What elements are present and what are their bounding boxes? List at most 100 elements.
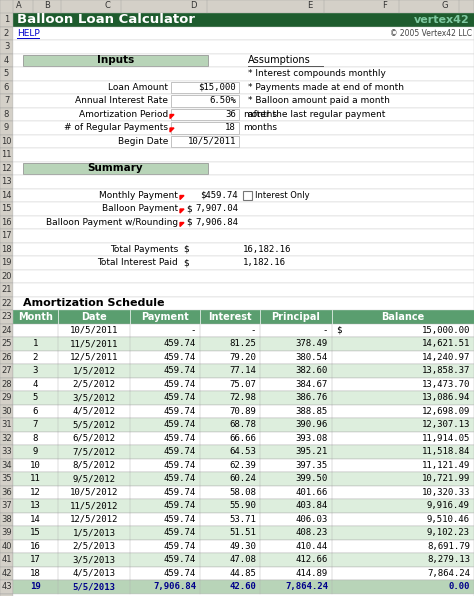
Text: 13,473.70: 13,473.70 (422, 380, 470, 389)
Text: 414.89: 414.89 (296, 569, 328, 578)
Text: 388.85: 388.85 (296, 406, 328, 416)
Bar (0, 445, 13, 458)
Text: 19: 19 (30, 582, 41, 591)
Text: Loan Amount: Loan Amount (108, 83, 168, 92)
Text: 13,086.94: 13,086.94 (422, 393, 470, 402)
Text: 79.20: 79.20 (229, 353, 256, 362)
Bar (0, 567, 13, 580)
Text: F: F (383, 1, 387, 10)
Text: 6: 6 (33, 406, 38, 416)
Text: 27: 27 (1, 367, 12, 375)
Text: © 2005 Vertex42 LLC: © 2005 Vertex42 LLC (390, 29, 472, 38)
Text: months: months (243, 110, 277, 119)
Text: 8: 8 (4, 110, 9, 119)
Text: Amortization Schedule: Amortization Schedule (23, 298, 164, 308)
Text: 13: 13 (30, 501, 41, 510)
Text: 9/5/2012: 9/5/2012 (73, 474, 116, 483)
Text: Total Interest Paid: Total Interest Paid (97, 258, 178, 267)
Bar (0, 486, 13, 499)
Bar (13, 337, 474, 350)
Text: 28: 28 (1, 380, 12, 389)
Text: 5: 5 (33, 393, 38, 402)
Text: Date: Date (81, 312, 107, 322)
Text: 37: 37 (1, 501, 12, 510)
Text: 11: 11 (1, 150, 12, 159)
Text: 16,182.16: 16,182.16 (243, 245, 292, 254)
Text: 18: 18 (225, 123, 236, 132)
Text: 4/5/2013: 4/5/2013 (73, 569, 116, 578)
Bar (13, 539, 474, 553)
Bar (13, 391, 474, 405)
Text: 459.74: 459.74 (164, 488, 196, 496)
Text: 42.60: 42.60 (229, 582, 256, 591)
Bar (23, 163, 208, 174)
Bar (13, 188, 474, 202)
Bar (13, 324, 474, 337)
Text: 42: 42 (1, 569, 12, 578)
Text: 459.74: 459.74 (164, 515, 196, 524)
Text: 3/5/2012: 3/5/2012 (73, 393, 116, 402)
Bar (13, 121, 474, 135)
Text: 8,279.13: 8,279.13 (427, 555, 470, 564)
Bar (13, 567, 474, 580)
Text: 380.54: 380.54 (296, 353, 328, 362)
Bar (23, 54, 208, 66)
Bar (13, 445, 474, 458)
Bar (13, 513, 474, 526)
Text: 15: 15 (30, 528, 41, 537)
Text: 55.90: 55.90 (229, 501, 256, 510)
Bar (0, 337, 13, 350)
Bar (0, 216, 13, 229)
Text: 6: 6 (4, 83, 9, 92)
Text: # of Regular Payments: # of Regular Payments (64, 123, 168, 132)
Text: 386.76: 386.76 (296, 393, 328, 402)
Text: 75.07: 75.07 (229, 380, 256, 389)
Text: 8: 8 (33, 434, 38, 443)
Text: 26: 26 (1, 353, 12, 362)
Text: 49.30: 49.30 (229, 542, 256, 551)
Text: 41: 41 (1, 555, 12, 564)
Text: 459.74: 459.74 (164, 528, 196, 537)
Bar (13, 486, 474, 499)
Bar (13, 418, 474, 432)
Text: 38: 38 (1, 515, 12, 524)
Bar (0, 513, 13, 526)
Bar (13, 499, 474, 513)
Text: 5/5/2012: 5/5/2012 (73, 420, 116, 429)
Bar (0, 296, 13, 310)
Bar (0, 229, 13, 243)
Bar (0, 40, 13, 54)
Text: 459.74: 459.74 (164, 474, 196, 483)
Text: * Balloon amount paid a month: * Balloon amount paid a month (248, 96, 390, 105)
Bar (0, 269, 13, 283)
Text: 8/5/2012: 8/5/2012 (73, 461, 116, 470)
Text: 81.25: 81.25 (229, 339, 256, 348)
Bar (0, 526, 13, 539)
Bar (13, 432, 474, 445)
Text: 459.74: 459.74 (164, 569, 196, 578)
Text: 11: 11 (30, 474, 41, 483)
Bar (13, 243, 474, 256)
Bar (0, 67, 13, 80)
Text: Balloon Loan Calculator: Balloon Loan Calculator (17, 13, 195, 26)
Text: vertex42: vertex42 (414, 15, 470, 25)
Text: 459.74: 459.74 (164, 555, 196, 564)
Text: * Interest compounds monthly: * Interest compounds monthly (248, 69, 386, 78)
Text: Amortization Period: Amortization Period (79, 110, 168, 119)
Text: 390.96: 390.96 (296, 420, 328, 429)
Bar (0, 148, 13, 162)
Text: 11,121.49: 11,121.49 (422, 461, 470, 470)
Text: months: months (243, 123, 277, 132)
Text: Interest Only: Interest Only (255, 191, 310, 200)
Bar (13, 135, 474, 148)
Bar (13, 229, 474, 243)
Text: 12,307.13: 12,307.13 (422, 420, 470, 429)
Text: 382.60: 382.60 (296, 367, 328, 375)
Text: Total Payments: Total Payments (110, 245, 178, 254)
Text: 12,698.09: 12,698.09 (422, 406, 470, 416)
Text: 33: 33 (1, 447, 12, 457)
Text: 12: 12 (30, 488, 41, 496)
Text: 17: 17 (1, 231, 12, 240)
Text: G: G (442, 1, 448, 10)
Text: 20: 20 (1, 272, 12, 281)
